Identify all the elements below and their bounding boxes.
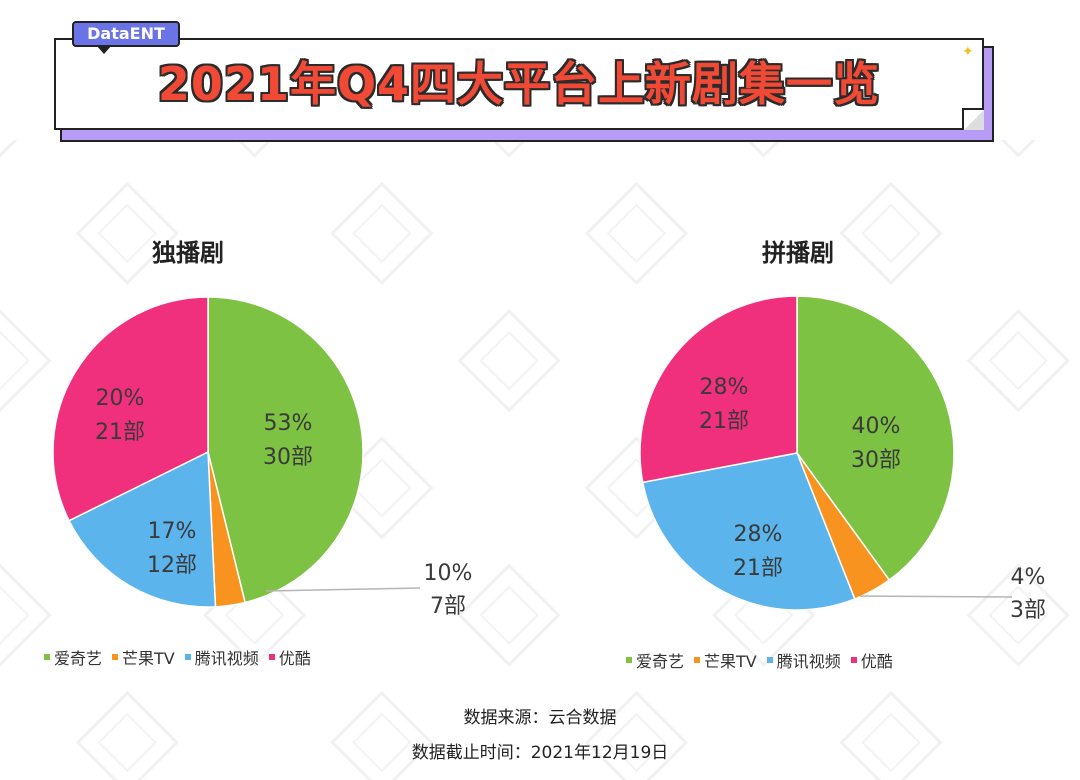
pie-1-slice-3: [639, 295, 798, 484]
legend-swatch: [766, 657, 773, 663]
pie-0-label-pct-3: 20%: [96, 386, 145, 411]
pie-0-callout-line: [265, 587, 421, 592]
legend-item: 爱奇艺: [44, 645, 102, 669]
legend-swatch: [44, 654, 50, 660]
pie-0-callout-pct: 10%: [424, 561, 473, 586]
legend-label: 芒果TV: [122, 649, 175, 668]
legend-label: 爱奇艺: [54, 649, 103, 668]
legend-item: 腾讯视频: [184, 645, 259, 669]
pie-1-callout-count: 3部: [1010, 598, 1046, 623]
legend-item: 优酷: [268, 645, 311, 669]
data-cutoff-date: 数据截止时间：2021年12月19日: [411, 743, 669, 763]
pie-0-callout-count: 7部: [430, 594, 466, 619]
legend-right: 爱奇艺 芒果TV 腾讯视频 优酷: [626, 648, 903, 672]
legend-swatch: [268, 654, 275, 660]
pie-1-label-pct-3: 28%: [700, 375, 749, 400]
pie-1-label-pct-2: 28%: [734, 522, 783, 547]
pie-0-label-count-3: 21部: [95, 420, 145, 445]
pie-1-slice-0: [796, 295, 955, 582]
title-banner: [54, 38, 984, 130]
chart-title-right: 拼播剧: [762, 239, 834, 267]
pie-0-label-count-0: 30部: [263, 445, 313, 470]
legend-item: 芒果TV: [112, 645, 175, 669]
pie-1-callout-line: [859, 595, 1013, 598]
legend-swatch: [694, 657, 701, 663]
data-source: 数据来源：云合数据: [463, 708, 617, 728]
legend-label: 优酷: [860, 652, 893, 671]
legend-item: 芒果TV: [694, 648, 757, 672]
pie-1-label-count-0: 30部: [851, 448, 901, 473]
pie-0-label-pct-2: 17%: [148, 519, 197, 544]
legend-left: 爱奇艺 芒果TV 腾讯视频 优酷: [44, 645, 321, 669]
legend-item: 爱奇艺: [626, 648, 684, 672]
pie-0-slice-0: [207, 296, 364, 604]
legend-label: 腾讯视频: [776, 652, 841, 671]
title-banner-fold: [962, 108, 984, 130]
page-title: 2021年Q4四大平台上新剧集一览: [157, 57, 881, 111]
brand-tag-tail: [96, 45, 112, 54]
legend-swatch: [850, 657, 857, 663]
legend-swatch: [184, 654, 191, 660]
pie-1-label-count-2: 21部: [733, 556, 783, 581]
pie-0-label-pct-0: 53%: [264, 411, 313, 436]
legend-item: 优酷: [850, 648, 893, 672]
legend-label: 腾讯视频: [194, 649, 259, 668]
pie-0-slice-2: [68, 450, 217, 608]
pie-0-slice-3: [52, 296, 209, 522]
legend-swatch: [626, 657, 632, 663]
sparkle-icon: ✦: [962, 44, 974, 60]
legend-label: 芒果TV: [704, 652, 757, 671]
pie-1-label-count-3: 21部: [699, 409, 749, 434]
legend-swatch: [112, 654, 119, 660]
pie-1-slice-2: [641, 452, 856, 611]
chart-title-left: 独播剧: [152, 239, 224, 267]
legend-label: 爱奇艺: [636, 652, 685, 671]
pie-0-label-count-2: 12部: [147, 553, 197, 578]
brand-tag: DataENT: [72, 21, 180, 47]
legend-item: 腾讯视频: [766, 648, 841, 672]
legend-label: 优酷: [278, 649, 311, 668]
pie-1-callout-pct: 4%: [1011, 565, 1046, 590]
pie-1-label-pct-0: 40%: [852, 414, 901, 439]
